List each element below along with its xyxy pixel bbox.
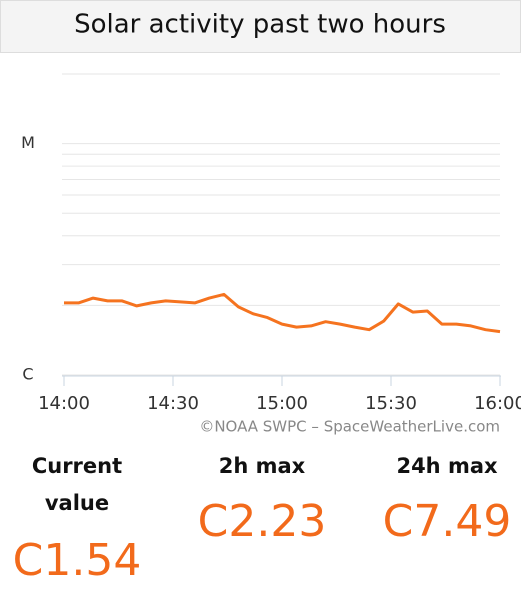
- y-tick-label: M: [21, 133, 35, 152]
- title-bar: [0, 0, 521, 53]
- stat-value: C2.23: [197, 496, 327, 547]
- chart-title: Solar activity past two hours: [74, 10, 446, 40]
- x-tick-label: 15:30: [365, 393, 417, 414]
- chart: Solar activity past two hours ©NOAA SWPC…: [0, 0, 521, 436]
- y-tick-label: C: [22, 365, 33, 384]
- x-tick-label: 16:00: [474, 393, 521, 414]
- stat-label: Current value: [31, 454, 123, 515]
- stat: Current value C1.54: [0, 448, 162, 586]
- x-tick-label: 14:00: [38, 393, 90, 414]
- credit: ©NOAA SWPC – SpaceWeatherLive.com: [199, 418, 500, 436]
- x-tick-label: 14:30: [147, 393, 199, 414]
- stat: 2h max C2.23: [177, 448, 347, 547]
- stat-label: 2h max: [218, 454, 306, 478]
- stat-value: C7.49: [382, 496, 512, 547]
- stat: 24h max C7.49: [362, 448, 521, 547]
- x-tick-label: 15:00: [256, 393, 308, 414]
- stat-value: C1.54: [12, 535, 142, 586]
- flux-line: [64, 292, 501, 334]
- stat-label: 24h max: [396, 454, 498, 478]
